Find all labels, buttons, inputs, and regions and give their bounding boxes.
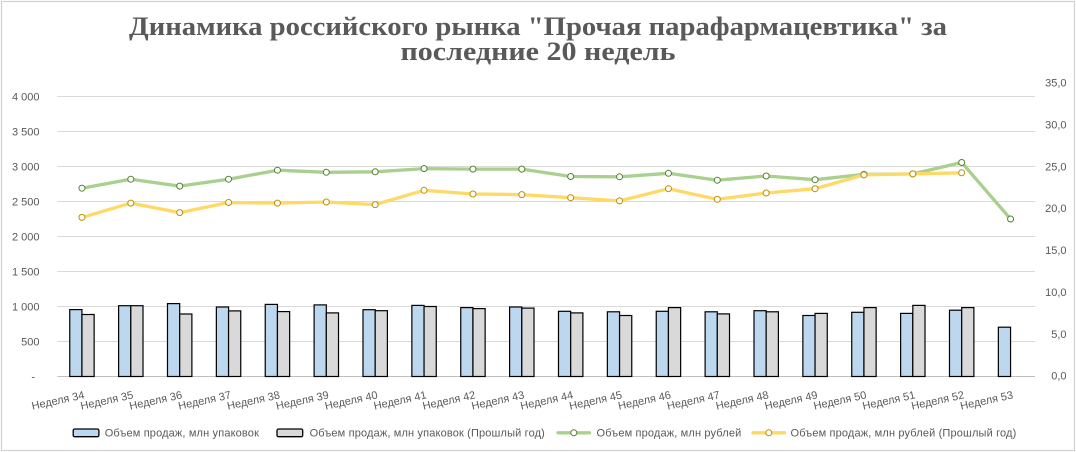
svg-text:Объем продаж, млн рублей: Объем продаж, млн рублей [597,427,742,439]
svg-text:20,0: 20,0 [1045,203,1066,215]
svg-text:-: - [31,371,35,383]
svg-text:последние 20 недель: последние 20 недель [401,36,676,66]
svg-text:0,0: 0,0 [1051,371,1066,383]
svg-text:500: 500 [21,336,39,348]
svg-text:30,0: 30,0 [1045,119,1066,131]
svg-text:2 500: 2 500 [12,196,40,208]
svg-text:Объем продаж, млн упаковок: Объем продаж, млн упаковок [105,427,259,439]
svg-text:2 000: 2 000 [12,231,40,243]
svg-text:Объем продаж, млн рублей (Прош: Объем продаж, млн рублей (Прошлый год) [791,427,1017,439]
svg-text:3 000: 3 000 [12,161,40,173]
svg-text:25,0: 25,0 [1045,161,1066,173]
svg-text:4 000: 4 000 [12,91,40,103]
svg-text:Объем продаж, млн упаковок (Пр: Объем продаж, млн упаковок (Прошлый год) [310,427,545,439]
svg-text:35,0: 35,0 [1045,78,1066,90]
svg-text:5,0: 5,0 [1051,329,1066,341]
svg-text:3 500: 3 500 [12,126,40,138]
svg-text:Динамика российского рынка "Пр: Динамика российского рынка "Прочая параф… [129,11,947,41]
svg-text:1 000: 1 000 [12,301,40,313]
svg-text:1 500: 1 500 [12,266,40,278]
svg-text:15,0: 15,0 [1045,245,1066,257]
svg-text:10,0: 10,0 [1045,287,1066,299]
